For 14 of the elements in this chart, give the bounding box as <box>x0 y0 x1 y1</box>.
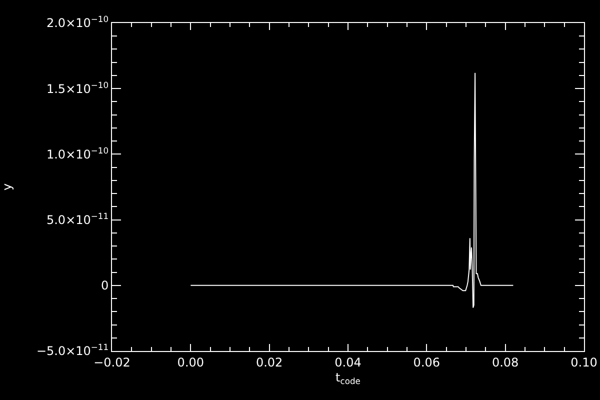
y-tick-label: 2.0×10$^{−10}$ <box>46 14 109 30</box>
x-axis-title: t$_{code}$ <box>336 370 360 386</box>
x-tick-label: 0.08 <box>492 355 519 370</box>
x-tick-label: 0.02 <box>256 355 283 370</box>
y-tick-label: 0 <box>100 278 109 293</box>
line-series <box>190 72 514 308</box>
y-tick-label: 1.0×10$^{−10}$ <box>46 145 109 162</box>
x-tick-label: 0.04 <box>334 355 362 370</box>
y-tick-label: 5.0×10$^{−11}$ <box>46 210 109 227</box>
y-axis-title: y <box>0 183 14 191</box>
y-tick-label: 1.5×10$^{−10}$ <box>46 80 109 96</box>
x-tick-label: 0.00 <box>177 355 204 370</box>
x-tick-label: 0.10 <box>570 355 598 370</box>
x-tick-label: 0.06 <box>413 355 440 370</box>
